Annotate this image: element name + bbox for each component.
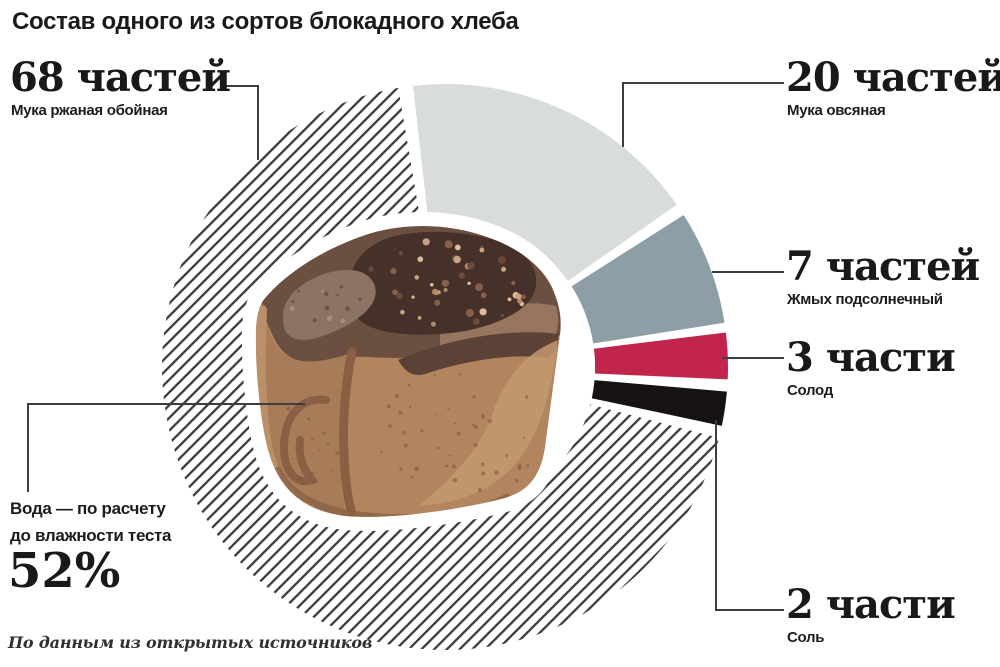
segment-sunflower-cake	[571, 214, 725, 344]
page-title: Состав одного из сортов блокадного хлеба	[12, 8, 519, 35]
label-oat-flour-amount: 20 частей	[786, 54, 1000, 101]
label-sunflower-cake-name: Жмых подсолнечный	[787, 291, 943, 308]
label-salt-name: Соль	[787, 629, 825, 646]
bread-speckles-front	[380, 373, 530, 492]
label-malt-name: Солод	[787, 382, 833, 399]
bread-speckles-patch	[289, 285, 362, 324]
leader-salt	[715, 420, 784, 611]
bread-speckles-left	[286, 406, 339, 483]
label-rye-flour-amount: 68 частей	[10, 54, 231, 101]
bread-speckles-crust	[368, 238, 526, 327]
source-note: По данным из открытых источников	[8, 633, 373, 652]
leader-water	[27, 403, 305, 492]
label-rye-flour-name: Мука ржаная обойная	[11, 102, 168, 119]
label-water-line2: до влажности теста	[10, 526, 172, 545]
leader-rye-flour	[222, 85, 259, 160]
segment-oat-flour	[412, 84, 677, 281]
label-sunflower-cake-amount: 7 частей	[786, 243, 980, 290]
segment-malt	[593, 332, 728, 380]
label-oat-flour-name: Мука овсяная	[787, 102, 886, 119]
leader-oat-flour	[622, 82, 784, 147]
label-salt-amount: 2 части	[786, 581, 956, 628]
segment-salt	[591, 380, 727, 426]
bread-illustration	[241, 212, 575, 531]
label-malt-amount: 3 части	[786, 334, 956, 381]
label-water-value: 52%	[8, 543, 121, 599]
label-water-line1: Вода — по расчету	[10, 499, 166, 518]
bread-patch	[282, 269, 376, 340]
